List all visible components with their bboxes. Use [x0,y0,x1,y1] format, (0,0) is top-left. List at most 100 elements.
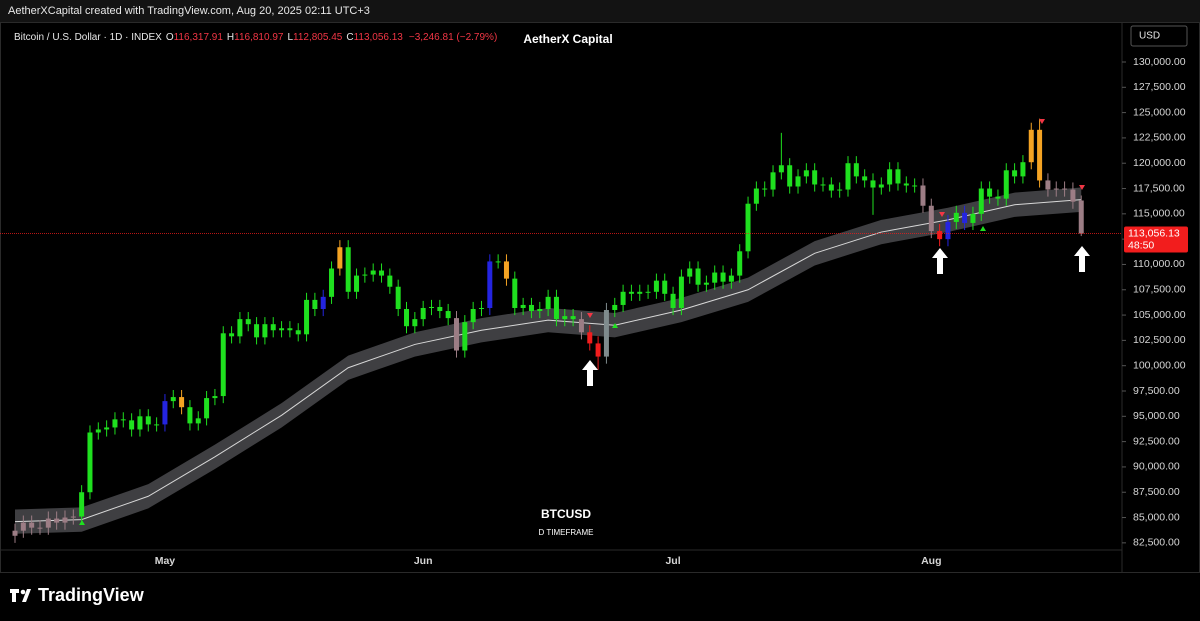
candle-body [304,299,310,335]
candle-body [828,184,834,191]
candle-body [895,169,901,184]
candle-body [762,188,768,190]
candle-body [753,188,759,204]
l-label: L [287,32,293,43]
candle-body [1012,170,1018,177]
candle-body [437,306,443,312]
candle-body [29,522,35,528]
candle-body [162,401,168,425]
y-tick-label: 87,500.00 [1133,486,1180,498]
candle-body [445,311,451,319]
candle-body [903,183,909,186]
candle-body [720,272,726,282]
candle-body [1003,170,1009,199]
candle-body [320,296,326,309]
sell-signal [1079,185,1085,190]
candle-body [678,276,684,308]
y-tick-label: 82,500.00 [1133,537,1180,549]
candle-body [737,251,743,276]
candle-body [653,280,659,292]
brand: TradingView [38,585,145,605]
sell-signal [1039,119,1045,124]
countdown: 48:50 [1128,239,1154,251]
arrow-up [1074,246,1090,272]
candle-body [778,165,784,173]
candle-body [570,316,576,320]
candle-body [953,212,959,222]
candle-body [337,247,343,269]
candle-body [478,307,484,309]
candle-body [812,170,818,185]
currency-box[interactable] [1130,25,1188,47]
candle-body [20,522,26,531]
candle-body [595,343,601,357]
candle-body [962,212,968,223]
y-tick-label: 117,500.00 [1133,182,1185,194]
candle-body [512,278,518,308]
plot: 82,500.00 85,000.00 87,500.00 90,000.00 92,5… [0,56,1188,567]
candle-body [45,518,51,528]
candle-body [1062,188,1068,190]
candle-body [728,275,734,282]
candle-body [354,275,360,292]
candle-body [470,309,476,323]
candle-body [503,261,509,279]
y-tick-label: 107,500.00 [1133,284,1186,296]
candle-body [287,328,293,331]
c-label: C [346,32,353,43]
candle-body [270,324,276,331]
candle-body [95,429,101,433]
y-tick-label: 105,000.00 [1133,309,1186,321]
candle-body [145,416,151,425]
y-tick-label: 110,000.00 [1133,258,1185,270]
brand-logo [10,589,31,602]
candle-body [120,419,126,421]
candle-body [137,416,143,430]
candle-body [795,176,801,187]
candle-body [70,516,76,518]
y-tick-label: 97,500.00 [1133,385,1180,397]
o-label: O [166,32,174,43]
candle-body [912,185,918,187]
h-value: 116,810.97 [234,32,284,43]
candle-body [803,170,809,177]
candle-body [37,527,43,529]
buy-signal [980,226,986,231]
candle-body [370,270,376,275]
candle-body [112,419,118,428]
candle-body [1070,189,1076,202]
symbol: Bitcoin / U.S. Dollar · 1D · INDEX O116,3… [14,32,497,43]
candle-body [845,163,851,190]
candle-body [487,261,493,308]
top-bar-text: AetherXCapital created with TradingView.… [8,5,370,17]
y-tick-label: 115,000.00 [1133,208,1185,220]
y-tick-label: 102,500.00 [1133,334,1186,346]
candle-body [712,272,718,283]
candle-body [462,322,468,351]
candle-body [687,268,693,277]
candle-body [54,518,60,523]
candle-body [279,328,285,331]
x-tick-label: Jun [414,555,433,567]
buy-signal [79,520,85,525]
candle-body [562,316,568,320]
x-tick-label: Jul [665,555,680,567]
candle-body [862,176,868,181]
candle-body [212,396,218,399]
candle-body [154,424,160,426]
legend: Bitcoin / U.S. Dollar · 1D · INDEX O116,3… [14,32,497,43]
candle-body [837,189,843,191]
candle-body [12,530,18,536]
candle-body [853,163,859,177]
arrow-up [582,360,598,386]
candle-body [195,418,201,424]
candle-body [603,310,609,357]
candle-body [1037,129,1043,181]
candle-body [628,291,634,294]
candle-body [537,309,543,312]
candle-body [553,296,559,320]
candle-body [429,306,434,308]
top-bar [0,0,1200,22]
candle-body [254,324,260,338]
y-tick-label: 125,000.00 [1133,106,1186,118]
